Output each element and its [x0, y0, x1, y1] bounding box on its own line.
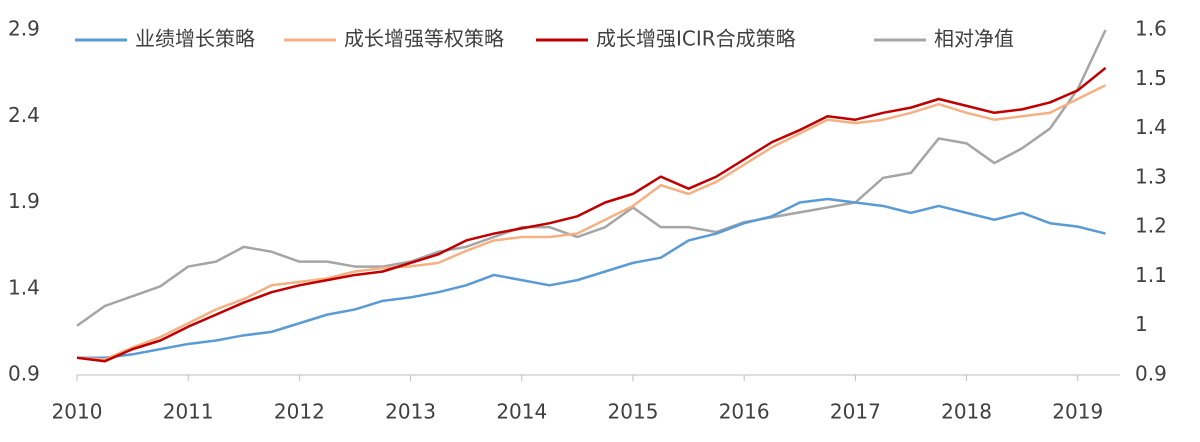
- y-tick-label: 1.9: [8, 189, 40, 213]
- x-tick-label: 2014: [496, 400, 547, 424]
- y2-tick-label: 1.6: [1135, 17, 1167, 41]
- x-tick-label: 2016: [719, 400, 770, 424]
- x-tick-label: 2011: [163, 400, 214, 424]
- x-tick-label: 2012: [274, 400, 325, 424]
- x-tick-label: 2018: [941, 400, 992, 424]
- legend-label: 相对净值: [934, 27, 1014, 51]
- series-line: [77, 197, 1106, 359]
- x-tick-label: 2015: [608, 400, 659, 424]
- y2-tick-label: 1.3: [1135, 164, 1167, 188]
- y2-tick-label: 0.9: [1135, 362, 1167, 386]
- series-line: [76, 66, 1107, 363]
- x-tick-label: 2010: [52, 400, 103, 424]
- legend-label: 成长增强ICIR合成策略: [596, 27, 796, 51]
- series-line: [76, 29, 1107, 327]
- y-tick-label: 2.4: [8, 103, 40, 127]
- y2-tick-label: 1.1: [1135, 263, 1167, 287]
- legend-label: 业绩增长策略: [135, 27, 255, 51]
- series-line: [76, 84, 1107, 361]
- y2-tick-label: 1.5: [1135, 66, 1167, 90]
- y2-tick-label: 1: [1135, 312, 1148, 336]
- x-tick-label: 2013: [385, 400, 436, 424]
- x-tick-label: 2017: [830, 400, 881, 424]
- y2-tick-label: 1.2: [1135, 214, 1167, 238]
- legend-label: 成长增强等权策略: [344, 27, 504, 51]
- y-tick-label: 2.9: [8, 17, 40, 41]
- y2-tick-label: 1.4: [1135, 115, 1167, 139]
- x-tick-label: 2019: [1052, 400, 1103, 424]
- y-tick-label: 1.4: [8, 275, 40, 299]
- y-tick-label: 0.9: [8, 362, 40, 386]
